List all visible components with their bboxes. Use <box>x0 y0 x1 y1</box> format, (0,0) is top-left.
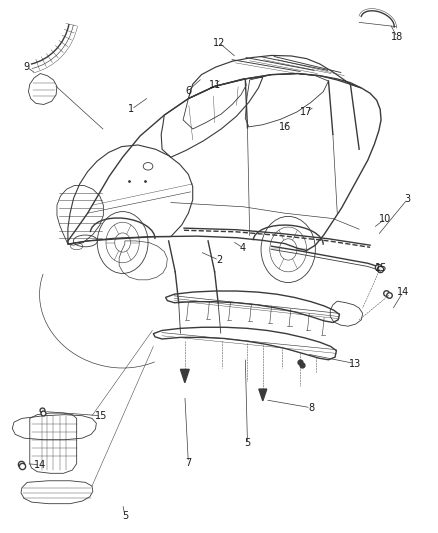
Text: 9: 9 <box>23 62 29 71</box>
Text: 10: 10 <box>379 214 392 223</box>
Text: 7: 7 <box>185 458 191 467</box>
Text: 18: 18 <box>391 33 403 42</box>
Text: 2: 2 <box>216 255 222 265</box>
Text: 5: 5 <box>244 439 251 448</box>
Polygon shape <box>259 389 267 401</box>
Text: 16: 16 <box>279 122 291 132</box>
Text: 4: 4 <box>240 243 246 253</box>
Text: 15: 15 <box>95 411 107 421</box>
Text: 13: 13 <box>349 359 361 368</box>
Text: 11: 11 <box>208 80 221 90</box>
Text: 1: 1 <box>128 104 134 114</box>
Text: 14: 14 <box>397 287 409 297</box>
Text: 12: 12 <box>213 38 225 47</box>
Text: 15: 15 <box>375 263 387 272</box>
Text: 3: 3 <box>404 195 410 204</box>
Text: 17: 17 <box>300 107 313 117</box>
Text: 14: 14 <box>34 460 46 470</box>
Text: 5: 5 <box>122 511 128 521</box>
Text: 8: 8 <box>308 403 314 413</box>
Text: 6: 6 <box>185 86 191 95</box>
Polygon shape <box>180 369 189 383</box>
